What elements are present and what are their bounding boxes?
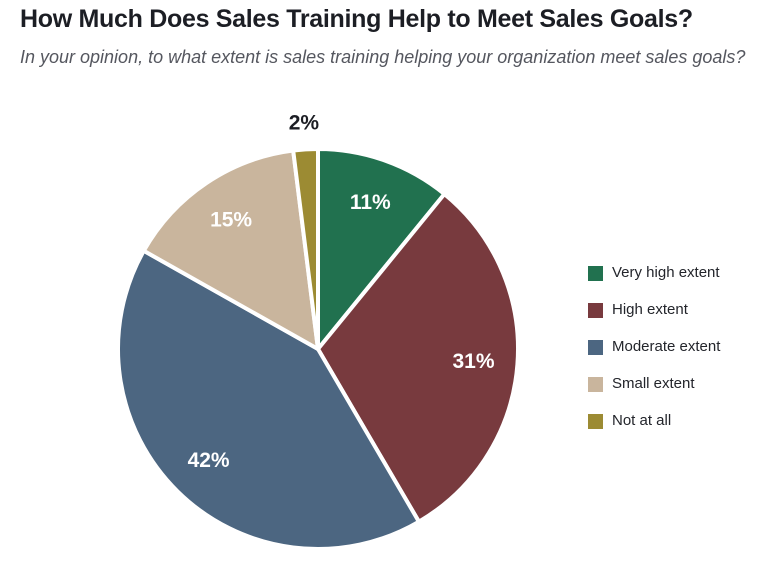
legend-swatch-not-at-all [588,413,603,429]
legend-item-high-extent: High extent [588,302,720,318]
pie-slice-moderate-extent [116,248,421,551]
chart-subtitle: In your opinion, to what extent is sales… [20,47,746,67]
pie-slice-not-at-all [291,147,320,351]
slice-label-very-high-extent: 11% [350,191,391,214]
legend-swatch-high-extent [588,302,603,318]
legend-item-very-high-extent: Very high extent [588,265,720,281]
legend-item-moderate-extent: Moderate extent [588,339,720,355]
legend-item-not-at-all: Not at all [588,413,720,429]
legend-label-small-extent: Small extent [612,375,695,392]
pie-slice-high-extent [316,192,520,524]
slice-label-moderate-extent: 42% [188,449,230,472]
legend: Very high extent High extent Moderate exte… [588,265,720,429]
pie-slice-very-high-extent [316,147,447,351]
legend-item-small-extent: Small extent [588,376,720,392]
legend-label-very-high-extent: Very high extent [612,264,720,281]
pie-slice-small-extent [141,148,320,351]
slice-label-not-at-all: 2% [289,111,320,134]
slice-label-small-extent: 15% [210,209,252,232]
slice-label-high-extent: 31% [452,350,494,373]
legend-label-high-extent: High extent [612,301,688,318]
legend-label-moderate-extent: Moderate extent [612,338,721,355]
legend-swatch-small-extent [588,376,603,392]
legend-label-not-at-all: Not at all [612,412,672,429]
legend-swatch-moderate-extent [588,339,603,355]
legend-swatch-very-high-extent [588,265,603,281]
chart-title: How Much Does Sales Training Help to Mee… [20,5,693,33]
